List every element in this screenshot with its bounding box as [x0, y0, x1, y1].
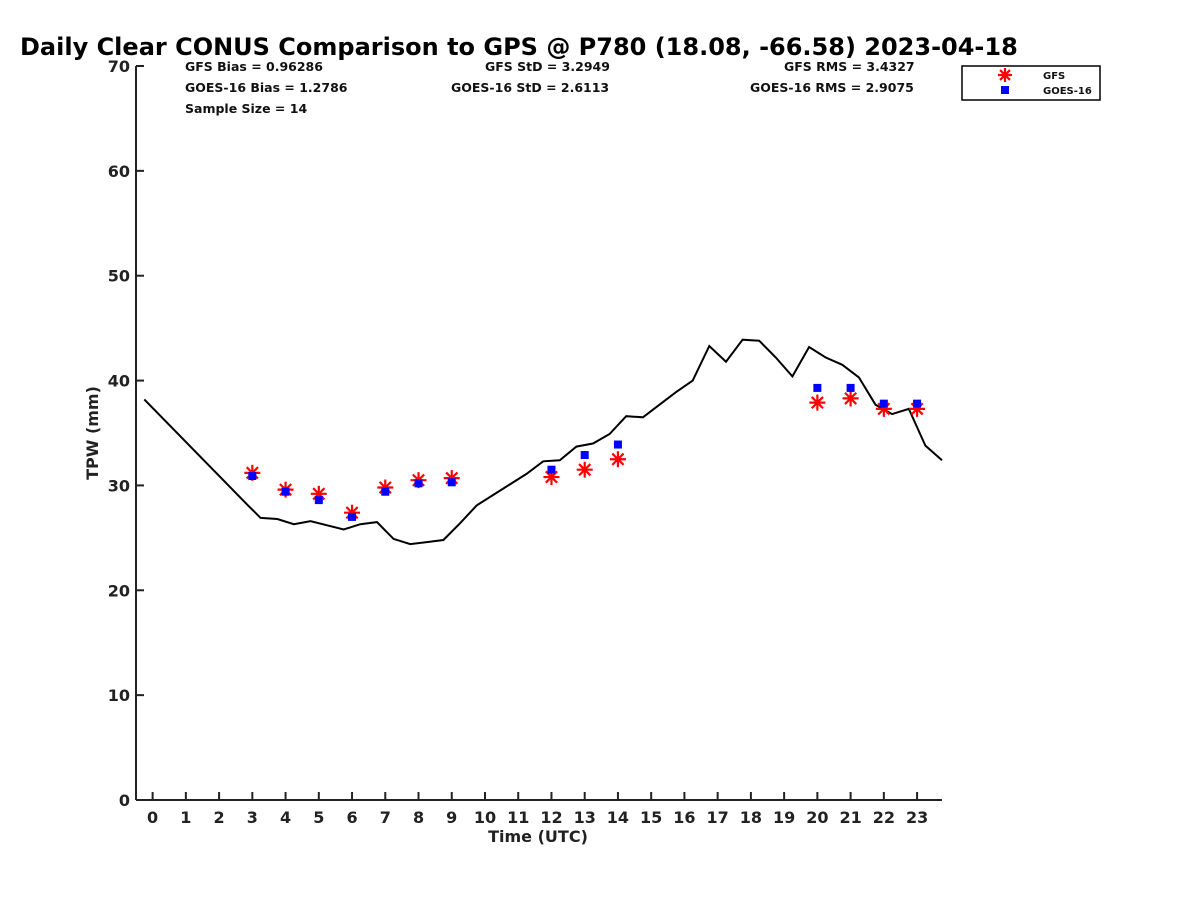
gfs-bias-stat: GFS Bias = 0.96286	[185, 59, 323, 74]
y-tick-label: 0	[119, 791, 130, 810]
legend-goes-label: GOES-16	[1043, 86, 1092, 97]
x-tick-label: 5	[313, 808, 324, 827]
x-tick-label: 21	[839, 808, 861, 827]
y-tick-label: 30	[108, 476, 130, 495]
gfs-std-stat: GFS StD = 3.2949	[485, 59, 610, 74]
legend-gfs-asterisk	[998, 68, 1012, 82]
x-tick-label: 10	[474, 808, 496, 827]
x-tick-label: 16	[673, 808, 695, 827]
x-tick-label: 23	[906, 808, 928, 827]
x-tick-label: 14	[607, 808, 629, 827]
x-tick-label: 13	[574, 808, 596, 827]
y-tick-label: 70	[108, 57, 130, 76]
goes-point	[913, 399, 922, 408]
x-tick-label: 9	[446, 808, 457, 827]
x-tick-label: 8	[413, 808, 424, 827]
goes-rms-stat: GOES-16 RMS = 2.9075	[750, 80, 914, 95]
x-tick-label: 20	[806, 808, 828, 827]
goes-point	[348, 512, 357, 521]
chart-title: Daily Clear CONUS Comparison to GPS @ P7…	[20, 33, 1018, 61]
gfs-point	[842, 390, 859, 407]
goes-point	[846, 383, 855, 392]
x-tick-label: 11	[507, 808, 529, 827]
gps-line-layer	[143, 338, 943, 546]
gfs-point	[576, 461, 593, 478]
x-tick-label: 1	[180, 808, 191, 827]
goes-point	[580, 451, 589, 460]
goes-point	[447, 478, 456, 487]
legend-gfs-marker	[998, 68, 1012, 82]
gfs-point	[609, 451, 626, 468]
gfs-point	[809, 394, 826, 411]
goes-point	[613, 440, 622, 449]
x-tick-label: 17	[707, 808, 729, 827]
goes-std-stat: GOES-16 StD = 2.6113	[451, 80, 609, 95]
x-tick-label: 0	[147, 808, 158, 827]
goes-bias-stat: GOES-16 Bias = 1.2786	[185, 80, 348, 95]
y-tick-label: 10	[108, 686, 130, 705]
legend-box	[961, 65, 1101, 101]
marker-layer	[244, 383, 926, 521]
y-tick-label: 20	[108, 581, 130, 600]
gfs-rms-stat: GFS RMS = 3.4327	[784, 59, 915, 74]
goes-point	[381, 487, 390, 496]
x-tick-label: 18	[740, 808, 762, 827]
x-tick-label: 2	[214, 808, 225, 827]
y-tick-label: 40	[108, 372, 130, 391]
x-tick-label: 7	[380, 808, 391, 827]
goes-point	[248, 471, 257, 480]
goes-point	[879, 399, 888, 408]
x-tick-label: 6	[346, 808, 357, 827]
y-tick-label: 60	[108, 162, 130, 181]
goes-point	[813, 383, 822, 392]
x-tick-label: 22	[873, 808, 895, 827]
goes-point	[414, 479, 423, 488]
gps-line	[143, 338, 943, 546]
x-tick-label: 19	[773, 808, 795, 827]
sample-size-stat: Sample Size = 14	[185, 101, 307, 116]
y-tick-label: 50	[108, 267, 130, 286]
legend: GFS GOES-16	[961, 65, 1101, 101]
legend-goes-marker	[1001, 86, 1009, 94]
x-axis-label: Time (UTC)	[488, 827, 588, 846]
legend-gfs-label: GFS	[1043, 71, 1065, 82]
goes-point	[281, 487, 290, 496]
x-tick-label: 4	[280, 808, 291, 827]
goes-point	[547, 465, 556, 474]
x-tick-label: 12	[540, 808, 562, 827]
goes-point	[314, 496, 323, 505]
x-tick-label: 3	[247, 808, 258, 827]
y-axis-label: TPW (mm)	[83, 386, 102, 480]
x-tick-label: 15	[640, 808, 662, 827]
